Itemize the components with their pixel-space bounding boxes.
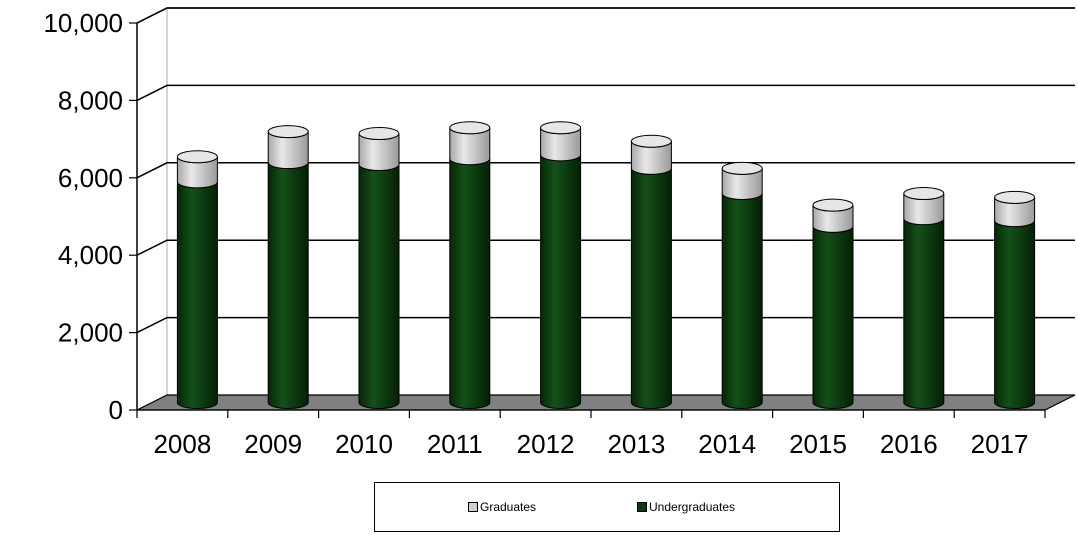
bar-segment-undergraduates (449, 158, 491, 409)
legend-item-undergraduates: Undergraduates (637, 500, 735, 514)
bar-top-cap (812, 198, 854, 212)
bar-segment-undergraduates (358, 164, 400, 409)
bar-2008 (176, 150, 218, 409)
x-tick-label: 2012 (517, 429, 575, 459)
bar-2009 (267, 125, 309, 409)
bar-2016 (903, 187, 945, 409)
bar-2012 (540, 121, 582, 409)
bar-top-cap (630, 134, 672, 148)
back-wall-top-edge (136, 7, 1075, 24)
x-tick-label: 2013 (607, 429, 665, 459)
bar-2010 (358, 127, 400, 409)
bar-2014 (721, 161, 763, 409)
legend-swatch-graduates (468, 502, 478, 512)
bar-top-cap (176, 150, 218, 164)
gridline (136, 239, 1075, 256)
bar-segment-undergraduates (267, 162, 309, 409)
gridline (136, 7, 1075, 24)
x-tick-label: 2011 (427, 429, 483, 459)
bar-segment-undergraduates (176, 181, 218, 409)
bar-2011 (449, 121, 491, 409)
x-axis-ticks: 2008 2009 2010 2011 2012 2013 2014 2015 2016 2017 (136, 409, 1046, 459)
bars (176, 121, 1036, 409)
x-tick-label: 2014 (698, 429, 756, 459)
legend-label-undergraduates: Undergraduates (649, 500, 736, 514)
bar-top-cap (903, 187, 945, 201)
y-axis-ticks: 0 2,000 4,000 6,000 8,000 10,000 (43, 8, 137, 425)
bar-top-cap (994, 190, 1036, 204)
legend-item-graduates: Graduates (468, 500, 536, 514)
bar-top-cap (540, 121, 582, 135)
x-tick-label: 2017 (971, 429, 1029, 459)
y-tick-label: 4,000 (58, 240, 123, 270)
x-tick-label: 2008 (153, 429, 211, 459)
legend: Graduates Undergraduates (374, 482, 840, 532)
legend-label-graduates: Graduates (480, 500, 537, 514)
gridline (136, 316, 1075, 334)
bar-2017 (994, 190, 1036, 409)
bar-segment-undergraduates (540, 154, 582, 409)
x-tick-label: 2009 (244, 429, 302, 459)
x-tick-label: 2016 (880, 429, 938, 459)
y-tick-label: 8,000 (58, 85, 123, 115)
bar-segment-undergraduates (721, 193, 763, 409)
y-tick-label: 0 (109, 395, 123, 425)
bar-segment-undergraduates (994, 220, 1036, 409)
y-tick-label: 2,000 (58, 318, 123, 348)
bar-top-cap (267, 125, 309, 139)
y-tick-label: 6,000 (58, 163, 123, 193)
bar-2015 (812, 198, 854, 409)
bar-segment-undergraduates (630, 168, 672, 409)
legend-swatch-undergraduates (637, 502, 647, 512)
bar-segment-undergraduates (903, 218, 945, 409)
bar-2013 (630, 134, 672, 409)
y-tick-label: 10,000 (43, 8, 123, 38)
bar-top-cap (721, 161, 763, 175)
x-tick-label: 2010 (335, 429, 393, 459)
bar-top-cap (449, 121, 491, 135)
gridline (136, 162, 1075, 179)
bar-top-cap (358, 127, 400, 141)
gridline (136, 84, 1075, 102)
gridlines (136, 7, 1075, 334)
x-tick-label: 2015 (789, 429, 847, 459)
bar-segment-undergraduates (812, 226, 854, 409)
